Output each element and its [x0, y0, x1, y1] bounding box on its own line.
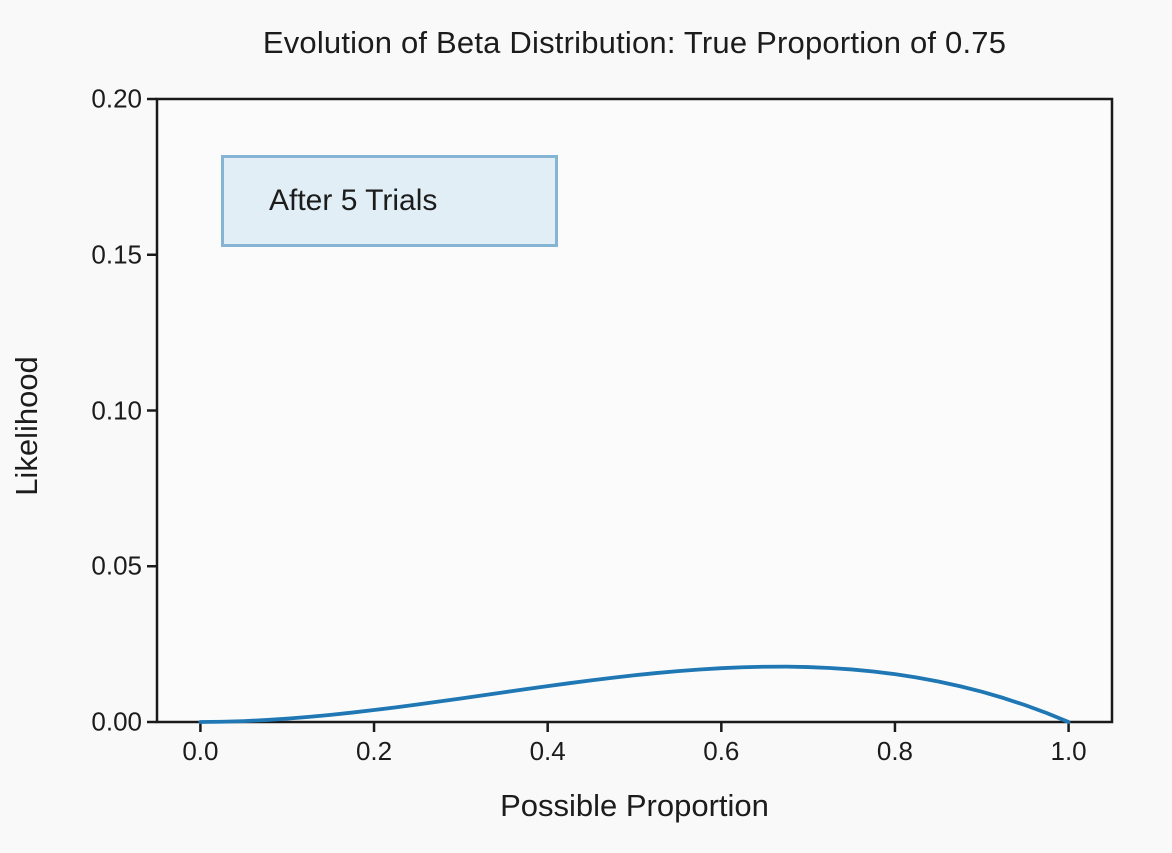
annotation-box: After 5 Trials — [221, 155, 558, 247]
x-tick-label: 0.2 — [355, 736, 393, 766]
chart-title: Evolution of Beta Distribution: True Pro… — [262, 25, 1007, 60]
y-tick-label: 0.10 — [91, 395, 142, 425]
y-tick-label: 0.00 — [91, 706, 142, 737]
annotation-text: After 5 Trials — [269, 184, 438, 217]
x-tick-label: 0.8 — [876, 736, 914, 766]
axes-spines — [155, 97, 1114, 724]
x-tick-label: 1.0 — [1050, 736, 1087, 766]
y-axis-label: Likelihood — [9, 356, 44, 496]
y-tick-label: 0.20 — [91, 83, 142, 114]
likelihood-after-5-trials-curve — [198, 664, 1071, 724]
x-tick-label: 0.0 — [182, 736, 219, 766]
y-tick-label: 0.15 — [91, 239, 142, 270]
x-axis-label: Possible Proportion — [500, 788, 769, 823]
x-tick-label: 0.6 — [703, 736, 740, 766]
y-tick-label: 0.05 — [91, 550, 142, 581]
x-tick-label: 0.4 — [529, 736, 566, 766]
